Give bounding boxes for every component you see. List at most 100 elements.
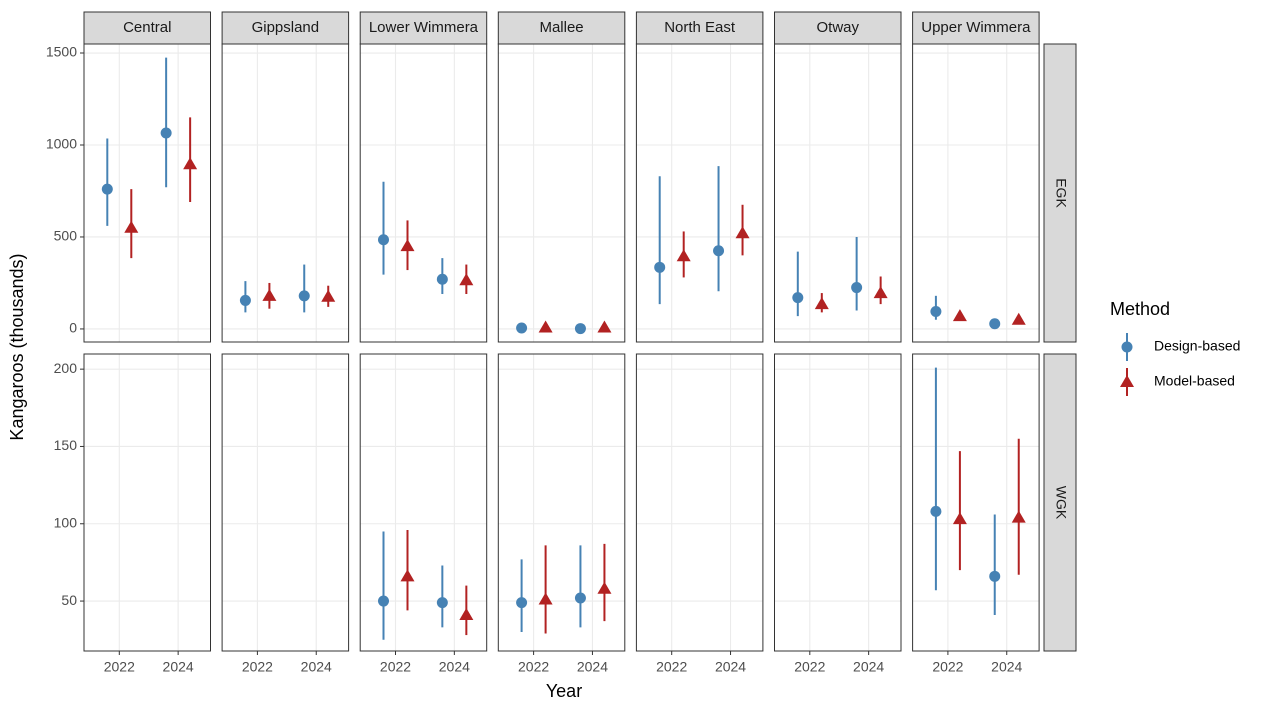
point: [1011, 510, 1026, 523]
y-tick-label: 1000: [46, 136, 77, 152]
x-tick-label: 2024: [715, 659, 746, 675]
strip: [83, 11, 211, 45]
panel-background: [498, 354, 625, 651]
point: [400, 569, 415, 582]
x-tick-label: 2024: [301, 659, 332, 675]
panel-background: [912, 354, 1040, 651]
point: [436, 597, 448, 609]
point: [400, 239, 415, 252]
x-tick-label: 2024: [163, 659, 194, 675]
strip-label: Central: [123, 19, 171, 36]
x-tick-label: 2024: [577, 659, 608, 675]
point: [183, 157, 198, 170]
point: [1011, 312, 1026, 325]
strip: [1043, 353, 1077, 652]
strip-label: Otway: [816, 19, 859, 36]
point: [262, 288, 277, 301]
point: [239, 294, 251, 306]
strip-label: Lower Wimmera: [369, 19, 479, 36]
panel-background: [498, 44, 625, 342]
y-tick-label: 500: [54, 228, 78, 244]
x-tick-label: 2022: [242, 659, 273, 675]
strip-label: North East: [664, 19, 736, 36]
point: [378, 234, 390, 246]
panel-background: [84, 44, 211, 342]
point: [459, 607, 474, 620]
y-tick-label: 100: [54, 514, 78, 530]
point: [952, 309, 967, 322]
x-tick-label: 2024: [991, 659, 1022, 675]
point: [574, 592, 586, 604]
panel-background: [912, 44, 1040, 342]
panel-border: [635, 353, 764, 652]
strip: [1043, 43, 1077, 343]
strip: [221, 11, 350, 45]
point: [851, 282, 863, 294]
strip-label: WGK: [1053, 486, 1069, 520]
point: [160, 127, 172, 139]
panel-background: [360, 44, 487, 342]
panel-border: [774, 353, 902, 652]
strip: [635, 11, 764, 45]
y-tick-label: 150: [54, 437, 78, 453]
panel-border: [497, 353, 626, 652]
point: [1121, 341, 1133, 353]
point: [792, 292, 804, 304]
point: [930, 305, 942, 317]
x-tick-label: 2022: [518, 659, 549, 675]
strip: [359, 11, 488, 45]
point: [298, 290, 310, 302]
point: [735, 226, 750, 239]
x-tick-label: 2022: [104, 659, 135, 675]
point: [1120, 375, 1134, 387]
x-axis-label: Year: [546, 681, 582, 701]
panel-background: [636, 44, 763, 342]
point: [101, 183, 113, 195]
y-axis-label: Kangaroos (thousands): [7, 253, 27, 440]
y-tick-label: 200: [54, 360, 78, 376]
point: [676, 249, 691, 262]
legend-title: Method: [1110, 299, 1170, 319]
panel-background: [360, 354, 487, 651]
x-tick-label: 2024: [439, 659, 470, 675]
strip: [774, 11, 902, 45]
point: [124, 220, 139, 233]
strip-label: Mallee: [539, 19, 583, 36]
panel-background: [84, 354, 211, 651]
strip-label: Upper Wimmera: [921, 19, 1031, 36]
panel-background: [222, 354, 349, 651]
y-tick-label: 50: [61, 592, 77, 608]
point: [574, 323, 586, 335]
panel-border: [221, 353, 350, 652]
point: [321, 289, 336, 302]
x-tick-label: 2022: [794, 659, 825, 675]
point: [538, 592, 553, 605]
point: [516, 322, 528, 334]
point: [654, 261, 666, 273]
point: [436, 273, 448, 285]
point: [597, 581, 612, 594]
point: [989, 570, 1001, 582]
legend-label: Design-based: [1154, 338, 1240, 354]
point: [713, 245, 725, 257]
panel-background: [636, 354, 763, 651]
panel-border: [359, 353, 488, 652]
x-tick-label: 2022: [932, 659, 963, 675]
strip-label: EGK: [1053, 178, 1069, 208]
x-tick-label: 2022: [380, 659, 411, 675]
point: [952, 512, 967, 525]
point: [814, 297, 829, 310]
point: [459, 273, 474, 286]
x-tick-label: 2024: [853, 659, 884, 675]
strip: [497, 11, 626, 45]
point: [873, 286, 888, 299]
y-tick-label: 1500: [46, 44, 77, 60]
panel-background: [774, 354, 901, 651]
panel-border: [83, 353, 211, 652]
point: [597, 320, 612, 333]
x-tick-label: 2022: [656, 659, 687, 675]
point: [930, 505, 942, 517]
legend-label: Model-based: [1154, 373, 1235, 389]
point: [989, 318, 1001, 330]
